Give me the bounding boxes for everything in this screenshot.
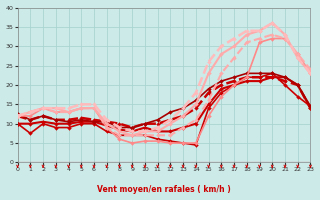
- X-axis label: Vent moyen/en rafales ( km/h ): Vent moyen/en rafales ( km/h ): [97, 185, 231, 194]
